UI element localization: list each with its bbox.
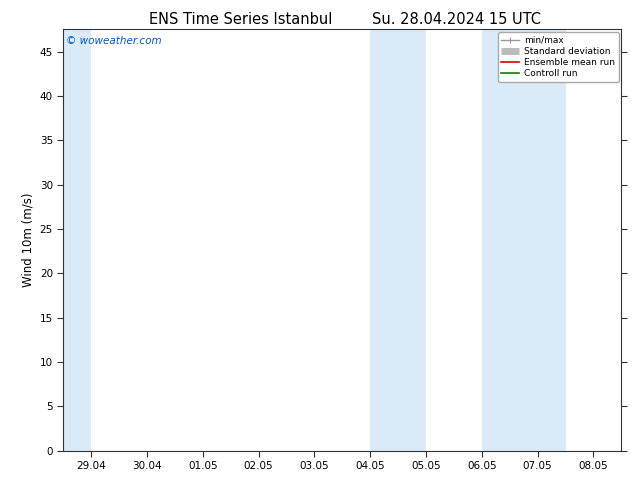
Legend: min/max, Standard deviation, Ensemble mean run, Controll run: min/max, Standard deviation, Ensemble me… xyxy=(498,32,619,82)
Text: Su. 28.04.2024 15 UTC: Su. 28.04.2024 15 UTC xyxy=(372,12,541,27)
Bar xyxy=(370,29,426,451)
Y-axis label: Wind 10m (m/s): Wind 10m (m/s) xyxy=(21,193,34,287)
Text: © woweather.com: © woweather.com xyxy=(66,36,162,46)
Bar xyxy=(482,29,566,451)
Bar xyxy=(63,29,91,451)
Text: ENS Time Series Istanbul: ENS Time Series Istanbul xyxy=(149,12,333,27)
